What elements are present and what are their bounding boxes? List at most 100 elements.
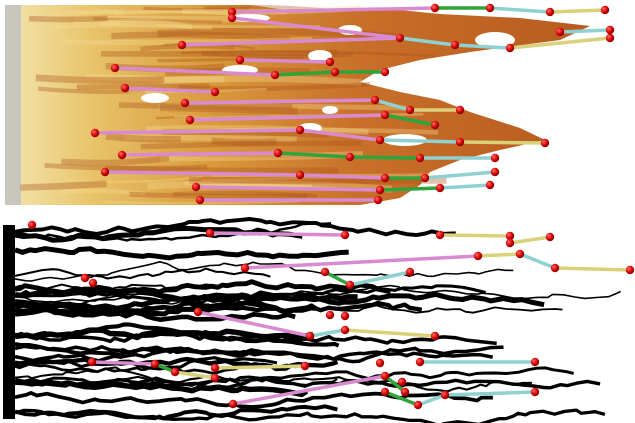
field-streak	[93, 17, 222, 24]
field-streak	[44, 163, 208, 171]
hole	[322, 106, 338, 114]
crack	[14, 260, 514, 282]
field-streak	[161, 75, 362, 86]
node	[505, 43, 515, 53]
field-streak	[101, 18, 193, 30]
rod	[93, 128, 302, 135]
field-streak	[178, 81, 371, 91]
node	[380, 387, 390, 397]
node	[180, 98, 190, 108]
fracture-pattern-panel	[3, 217, 621, 423]
node	[227, 13, 237, 23]
node	[545, 232, 555, 242]
node	[191, 182, 201, 192]
hole	[141, 93, 169, 103]
node	[400, 387, 410, 397]
rod	[123, 86, 217, 94]
field-streak	[74, 15, 247, 23]
node	[420, 173, 430, 183]
field-streak	[124, 134, 297, 143]
crack	[14, 222, 332, 242]
field-streak	[61, 155, 170, 166]
node	[373, 195, 383, 205]
field-streak	[129, 191, 308, 199]
field-streak	[111, 31, 291, 43]
node	[210, 363, 220, 373]
crack	[14, 225, 303, 243]
rod	[230, 6, 437, 14]
node	[405, 105, 415, 115]
hole	[308, 50, 332, 62]
node	[110, 63, 120, 73]
rod	[323, 270, 352, 287]
field-streak	[85, 73, 225, 83]
crack	[14, 246, 349, 261]
crack	[14, 300, 210, 314]
rod	[183, 98, 377, 105]
node	[440, 390, 450, 400]
field-streak	[155, 114, 270, 120]
rod	[298, 128, 382, 142]
crack	[14, 342, 260, 358]
crack	[14, 408, 606, 423]
node	[295, 170, 305, 180]
rod	[423, 170, 497, 180]
node	[375, 185, 385, 195]
node	[340, 311, 350, 321]
node	[435, 183, 445, 193]
node	[195, 195, 205, 205]
rod	[103, 170, 302, 177]
node	[325, 57, 335, 67]
node	[415, 357, 425, 367]
node	[295, 125, 305, 135]
field-streak	[72, 21, 321, 29]
node	[235, 55, 245, 65]
field-streak	[157, 103, 406, 111]
node	[380, 173, 390, 183]
rod	[113, 66, 277, 77]
node	[370, 95, 380, 105]
node	[450, 40, 460, 50]
crack	[14, 284, 486, 305]
node	[485, 180, 495, 190]
node	[100, 167, 110, 177]
node	[240, 263, 250, 273]
rod	[348, 155, 422, 160]
node	[455, 105, 465, 115]
node	[550, 263, 560, 273]
node	[473, 251, 483, 261]
crack	[14, 374, 532, 393]
rod	[416, 393, 447, 407]
node	[515, 249, 525, 259]
rod	[243, 254, 480, 270]
field-streak	[38, 86, 146, 94]
rod	[438, 183, 492, 190]
node	[415, 153, 425, 163]
node	[405, 267, 415, 277]
node	[413, 400, 423, 410]
rod	[238, 58, 332, 64]
rod	[308, 328, 347, 338]
field-streak	[20, 180, 107, 191]
field-streak	[46, 9, 124, 18]
rod	[348, 270, 412, 287]
node	[540, 138, 550, 148]
rod	[208, 231, 347, 237]
node	[505, 231, 515, 241]
node	[193, 307, 203, 317]
node	[605, 25, 615, 35]
crack	[14, 217, 456, 238]
field-streak	[160, 104, 298, 115]
field-streak	[118, 102, 293, 110]
node	[210, 87, 220, 97]
node	[87, 357, 97, 367]
crack	[14, 283, 221, 292]
node	[430, 331, 440, 341]
field-streak	[76, 83, 210, 90]
node	[345, 280, 355, 290]
crack	[14, 279, 392, 297]
rod	[90, 360, 157, 366]
crack	[14, 366, 575, 391]
field-streak	[35, 74, 165, 84]
node	[320, 267, 330, 277]
